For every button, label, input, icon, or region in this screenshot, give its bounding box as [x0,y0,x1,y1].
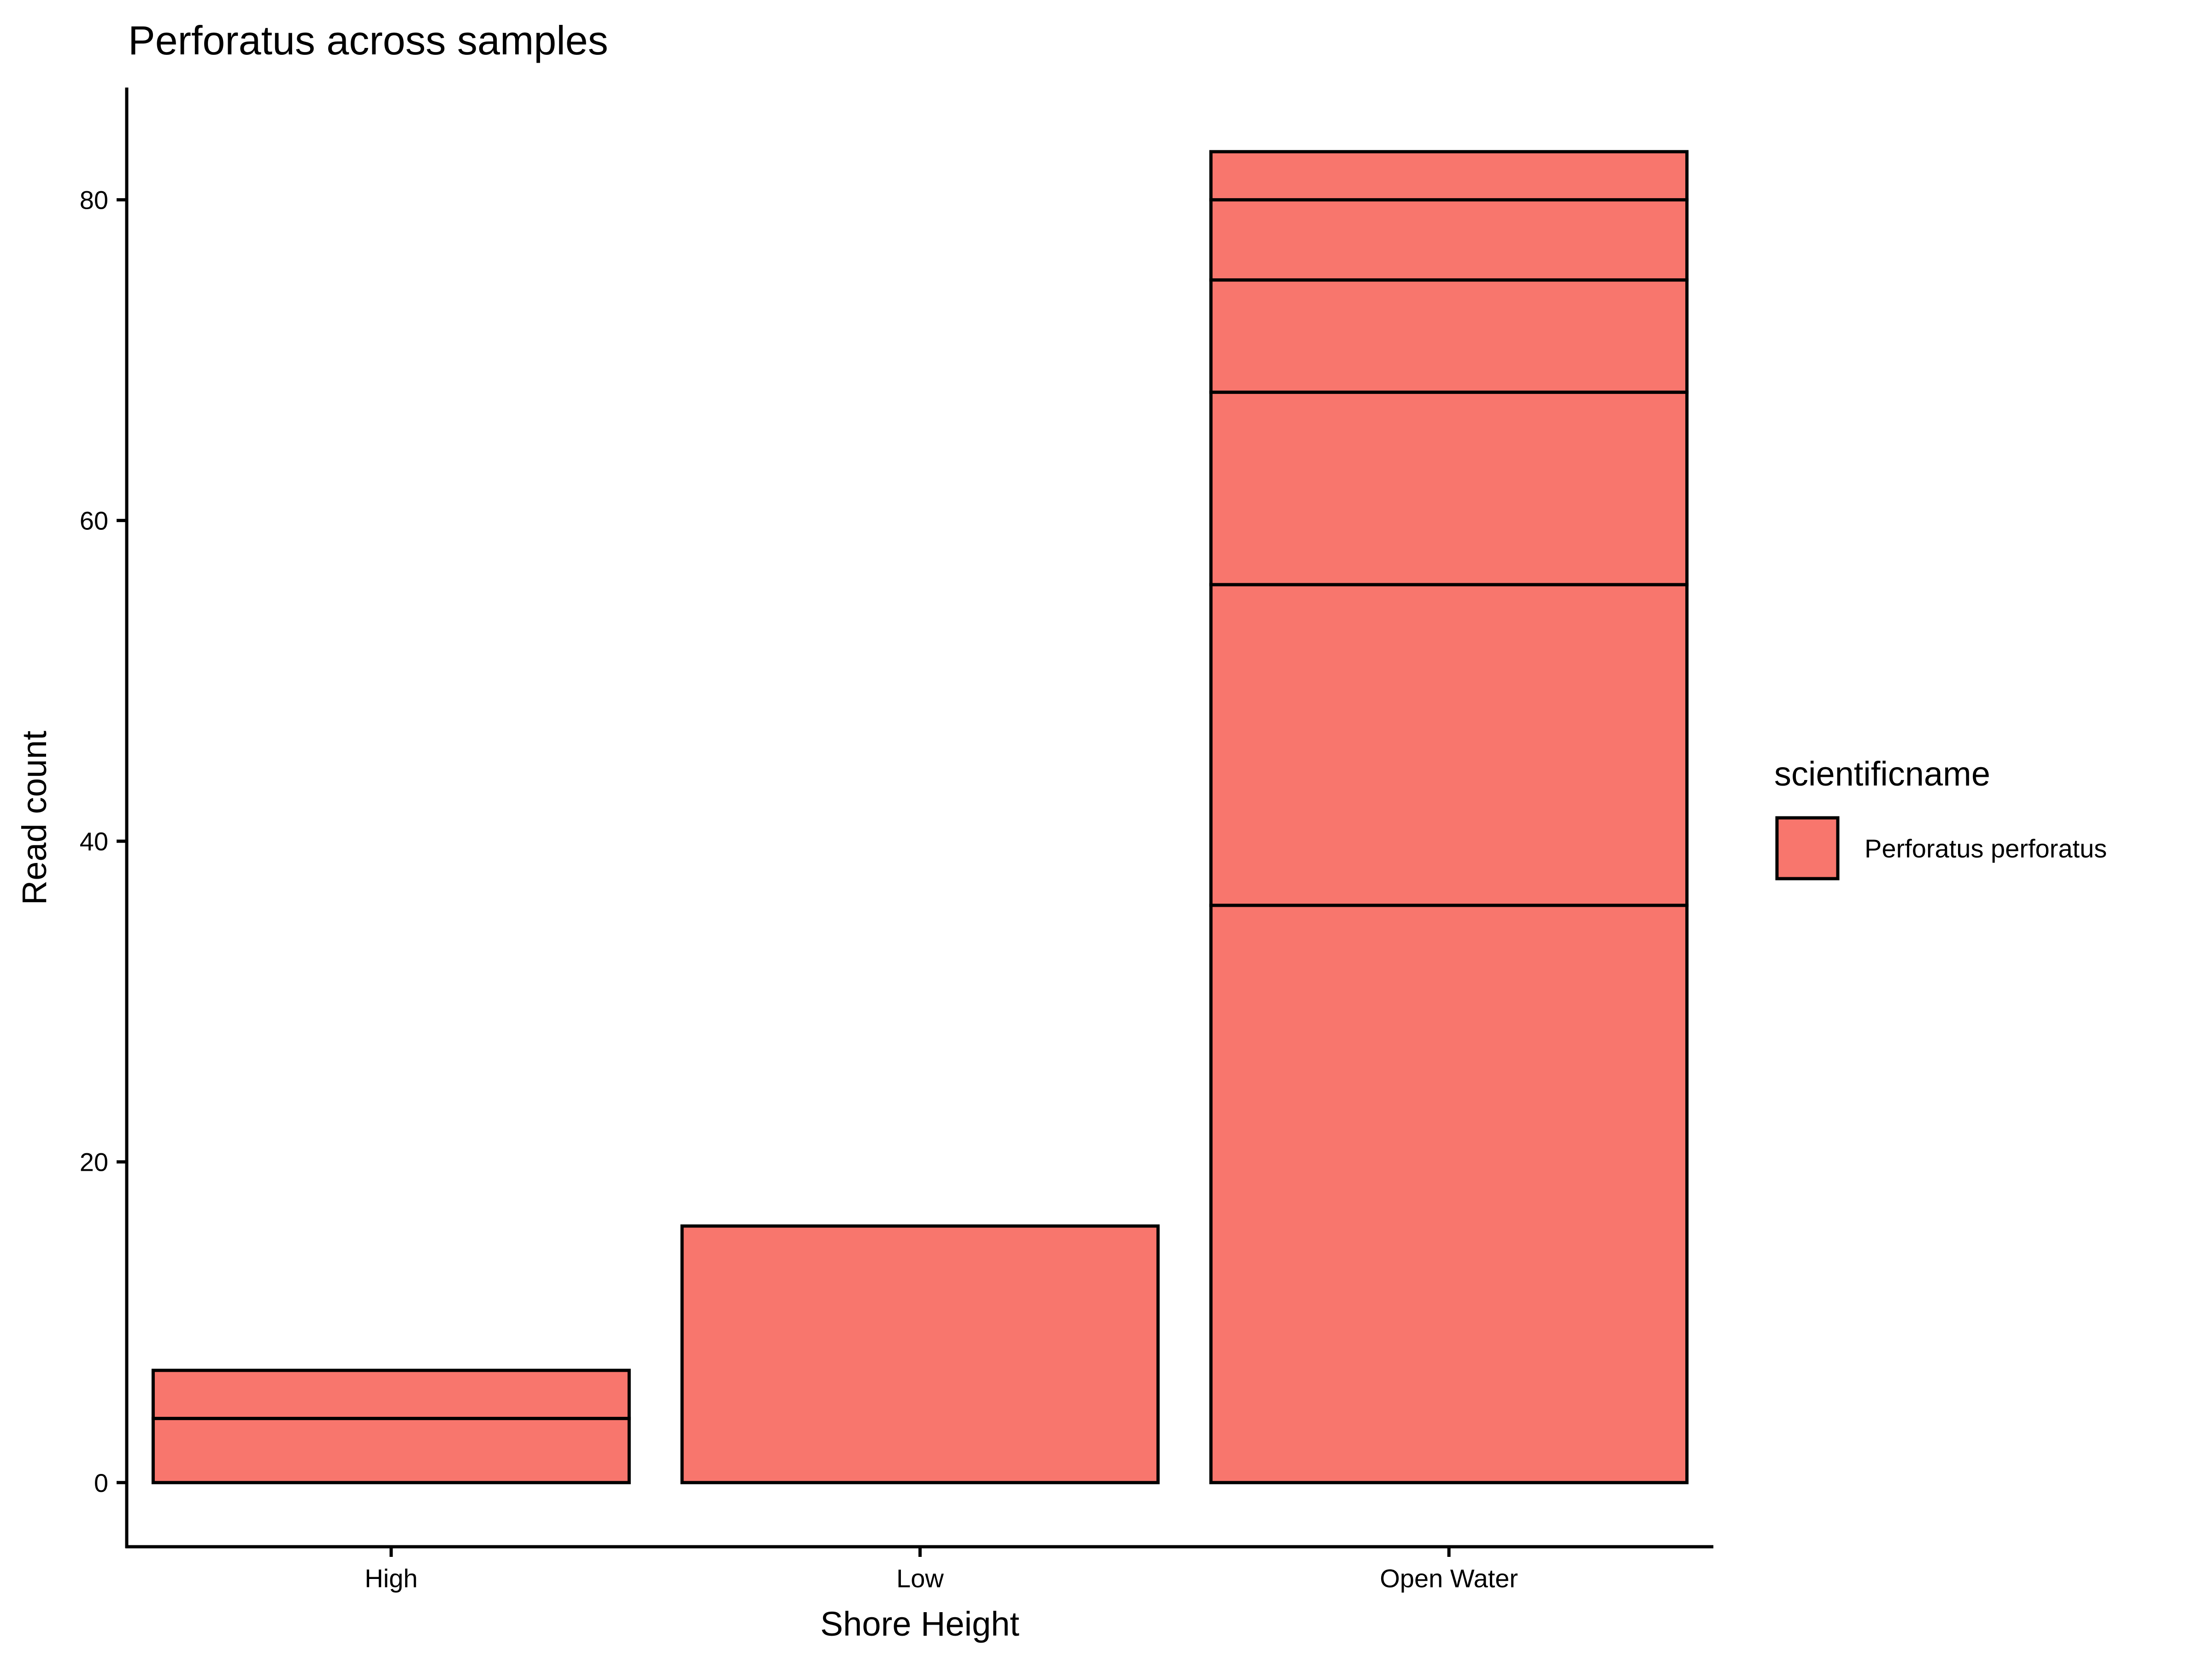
y-tick-label-20: 20 [80,1148,108,1177]
bar-segment-high-1 [151,1417,631,1485]
x-tick-label-low: Low [896,1564,944,1593]
y-tick-label-0: 0 [94,1468,108,1497]
bar-segment-low-1 [680,1224,1160,1485]
x-tick-label-open-water: Open Water [1380,1564,1518,1593]
x-axis-title: Shore Height [820,1605,1019,1643]
x-tick-label-high: High [365,1564,418,1593]
chart-title: Perforatus across samples [128,18,608,63]
legend: scientificname Perforatus perforatus [1774,755,2107,880]
bar-segment-high-2 [151,1368,631,1420]
plot-area: 0 20 40 60 80 High Low Open Water [80,88,1713,1593]
y-axis-title: Read count [15,730,53,905]
bar-segment-open-water-5 [1209,198,1689,282]
bar-segment-open-water-4 [1209,278,1689,394]
legend-key-perforatus-perforatus [1775,816,1840,880]
bar-segment-open-water-2 [1209,583,1689,907]
legend-label-perforatus-perforatus: Perforatus perforatus [1865,834,2107,863]
y-tick-label-40: 40 [80,827,108,856]
y-tick-label-60: 60 [80,506,108,535]
bar-segment-open-water-3 [1209,390,1689,587]
legend-title: scientificname [1774,755,1990,793]
y-tick-label-80: 80 [80,186,108,215]
bar-segment-open-water-6 [1209,150,1689,202]
bar-segment-open-water-1 [1209,904,1689,1485]
